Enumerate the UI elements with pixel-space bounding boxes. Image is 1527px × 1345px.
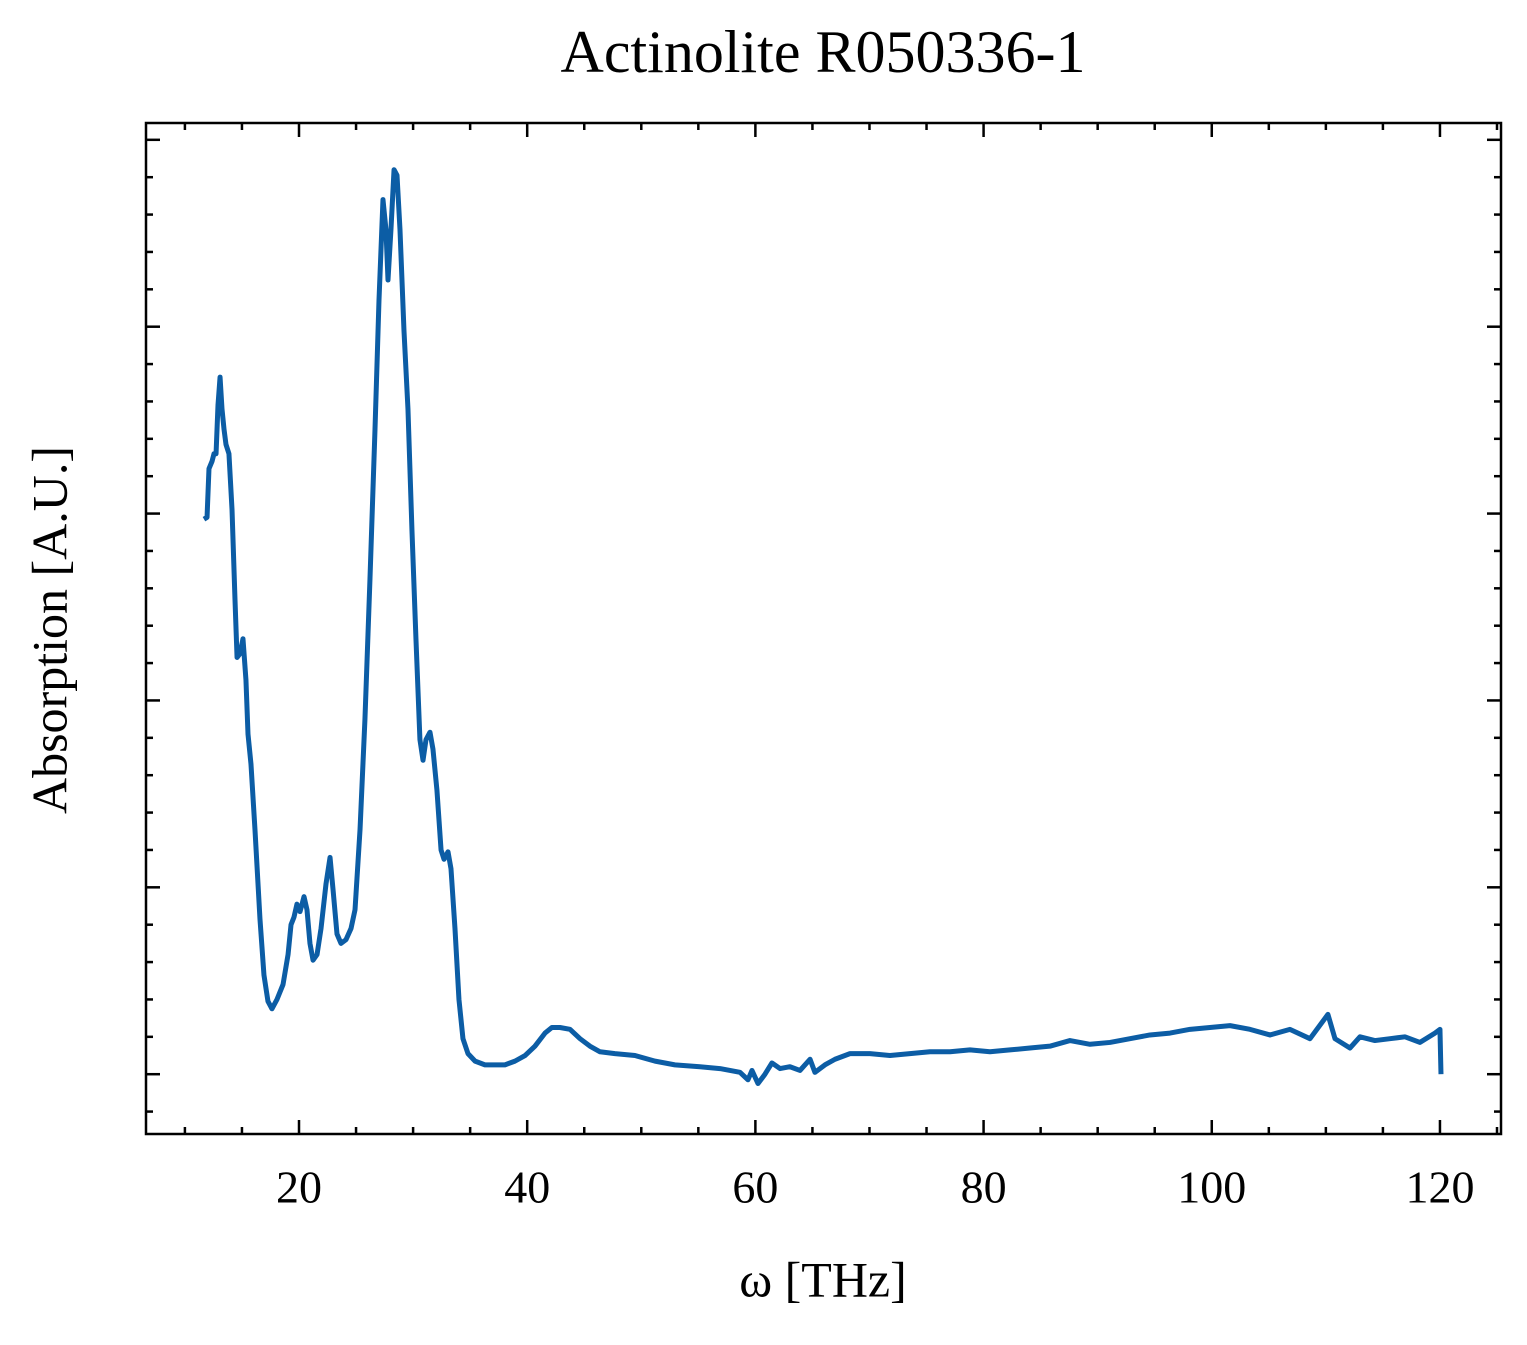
y-axis-label: Absorption [A.U.] bbox=[21, 446, 77, 814]
plot-frame bbox=[144, 121, 1503, 1136]
x-tick-label: 60 bbox=[732, 1162, 778, 1213]
chart-title: Actinolite R050336-1 bbox=[561, 19, 1086, 85]
x-tick-label: 120 bbox=[1405, 1162, 1474, 1213]
x-tick-label: 100 bbox=[1177, 1162, 1246, 1213]
x-tick-label: 40 bbox=[504, 1162, 550, 1213]
x-tick-label: 20 bbox=[276, 1162, 322, 1213]
x-axis-label: ω [THz] bbox=[739, 1251, 907, 1307]
x-tick-label: 80 bbox=[961, 1162, 1007, 1213]
data-line bbox=[202, 167, 1444, 1087]
